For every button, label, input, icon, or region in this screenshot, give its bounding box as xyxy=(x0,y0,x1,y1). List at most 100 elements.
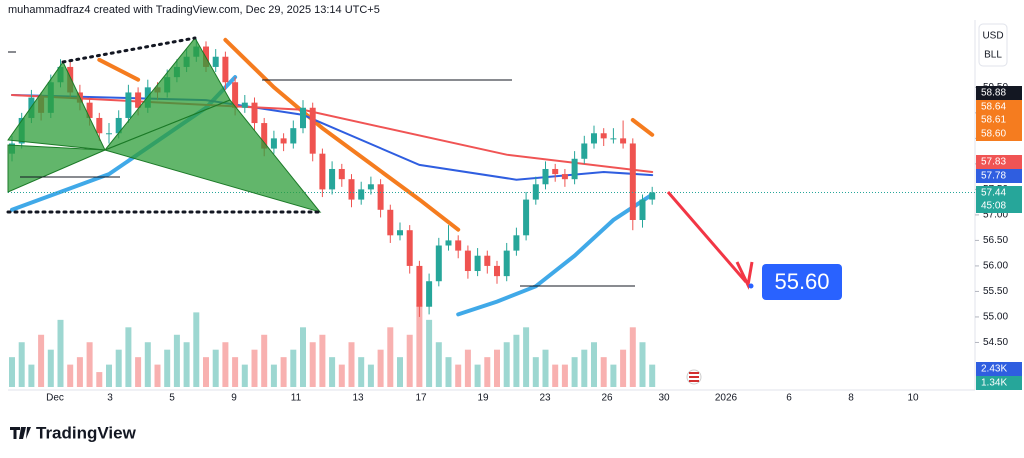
volume-bar xyxy=(76,357,83,387)
target: 55.60 xyxy=(666,191,842,300)
candle-body xyxy=(222,56,229,83)
candle-body xyxy=(464,250,471,272)
volume-bar xyxy=(552,364,559,387)
volume-bar xyxy=(135,357,142,387)
target-label: 55.60 xyxy=(774,269,829,294)
candle-body xyxy=(474,255,481,272)
candle-body xyxy=(591,133,597,144)
volume-bar xyxy=(639,342,646,387)
volume-bar xyxy=(47,349,54,387)
price-tag-label: 58.60 xyxy=(981,129,1006,140)
price-tag-label: 1.34K xyxy=(981,378,1007,389)
y-tick-label: 54.50 xyxy=(983,337,1008,348)
volume-bar xyxy=(222,342,229,387)
dotted-line xyxy=(61,36,197,64)
candle-body xyxy=(416,265,423,307)
plot xyxy=(8,37,975,387)
y-tick-label: 55.50 xyxy=(983,286,1008,297)
volume-bar xyxy=(57,319,64,387)
flag-icon[interactable] xyxy=(686,369,702,385)
candle-body xyxy=(397,230,403,236)
pattern-triangle xyxy=(7,61,106,151)
price-tag xyxy=(976,86,1022,100)
volume-bar xyxy=(484,357,491,387)
candle-body xyxy=(639,199,646,220)
candle-body xyxy=(629,143,636,220)
indicator-line xyxy=(97,37,655,232)
volume-bar xyxy=(144,342,151,387)
candle-body xyxy=(309,107,316,154)
price-tag-label: 2.43K xyxy=(981,364,1007,375)
y-tick-label: 55.00 xyxy=(983,312,1008,323)
candle-body xyxy=(484,255,491,266)
scale-box[interactable] xyxy=(978,23,1008,67)
candle-body xyxy=(561,174,568,180)
logo: TradingView xyxy=(10,423,137,442)
price-tag xyxy=(976,376,1022,390)
volume-bar xyxy=(426,319,433,387)
pattern-triangle xyxy=(7,144,106,193)
candle-body xyxy=(115,117,122,134)
candle-body xyxy=(358,189,365,200)
volume-bar xyxy=(28,364,35,387)
candle-body xyxy=(319,153,326,190)
price-tag-label: 57.44 xyxy=(981,188,1006,199)
candle-body xyxy=(445,240,452,246)
candle-body xyxy=(290,128,297,144)
flag-stripe xyxy=(689,372,699,374)
candle-body xyxy=(503,250,510,277)
candle-body xyxy=(620,138,627,144)
volume-bar xyxy=(610,364,617,387)
volume-bar xyxy=(212,349,219,387)
candle-body xyxy=(106,133,112,135)
price-tag xyxy=(976,113,1022,127)
volume-bar xyxy=(358,357,365,387)
volume-bar xyxy=(532,357,539,387)
candle-body xyxy=(406,230,413,266)
candle-body xyxy=(542,168,549,185)
candle-body xyxy=(610,138,617,140)
price-tag-label: 57.78 xyxy=(981,171,1006,182)
price-tag-label: 58.61 xyxy=(981,115,1006,126)
candle-body xyxy=(435,245,442,282)
candle-body xyxy=(135,92,142,108)
volume-bar xyxy=(591,342,597,387)
volume-bar xyxy=(173,334,180,387)
candle-body xyxy=(300,107,306,129)
x-tick-label: 13 xyxy=(352,393,364,404)
volume-bar xyxy=(203,357,209,387)
volume-bar xyxy=(649,364,656,387)
volume-bar xyxy=(464,349,471,387)
volume-bar xyxy=(600,357,607,387)
candle-body xyxy=(125,92,132,118)
candle-body xyxy=(581,143,588,159)
price-tag xyxy=(976,362,1022,376)
volume-bar xyxy=(377,349,384,387)
volume-bar xyxy=(115,349,122,387)
candle-body xyxy=(367,184,374,190)
candle-body xyxy=(329,168,336,190)
candle-body xyxy=(494,265,500,277)
y-tick-label: 56.00 xyxy=(983,261,1008,272)
candle-body xyxy=(86,102,93,118)
volume-bar xyxy=(86,342,93,387)
volume-bar xyxy=(455,364,462,387)
volume-bar xyxy=(96,372,103,387)
price-tag-label: 45:08 xyxy=(981,201,1006,212)
flag-stripe xyxy=(689,376,699,378)
x-tick-label: 10 xyxy=(907,393,919,404)
price-tag xyxy=(976,186,1022,200)
volume-bar xyxy=(106,364,112,387)
symbol: BLL xyxy=(984,50,1002,61)
volume-bar xyxy=(280,357,287,387)
candle-body xyxy=(571,158,578,180)
candle-body xyxy=(241,102,248,108)
price-tag-label: 57.83 xyxy=(981,157,1006,168)
volume-bar xyxy=(620,349,627,387)
volume-bar xyxy=(523,327,530,387)
volume-bar xyxy=(290,349,297,387)
candle-body xyxy=(280,138,287,144)
target-point xyxy=(748,283,754,289)
volume-bar xyxy=(571,357,578,387)
